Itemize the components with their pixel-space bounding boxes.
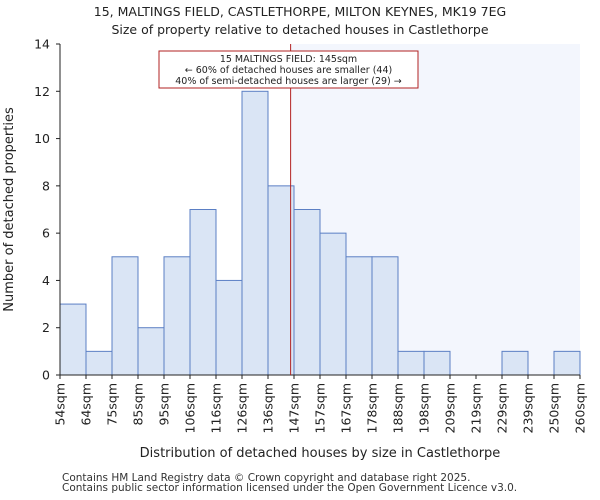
annotation-line-3: 40% of semi-detached houses are larger (… [175, 76, 402, 87]
x-tick-label: 239sqm [521, 383, 536, 433]
y-tick-label: 12 [34, 84, 50, 99]
bar-75sqm [111, 256, 139, 376]
x-tick-label: 116sqm [209, 383, 224, 433]
x-axis: 54sqm 64sqm 75sqm 85sqm 95sqm 106sqm 116sqm 126… [53, 374, 588, 433]
x-tick-label: 188sqm [391, 383, 406, 433]
bar-198sqm [423, 350, 451, 376]
y-tick-label: 14 [34, 37, 50, 52]
x-tick-label: 198sqm [417, 383, 432, 433]
x-axis-label: Distribution of detached houses by size … [140, 446, 501, 461]
bar-106sqm [189, 209, 217, 376]
bar-188sqm [397, 350, 425, 376]
x-tick-label: 260sqm [573, 383, 588, 433]
x-tick-label: 219sqm [469, 383, 484, 433]
x-tick-label: 75sqm [105, 383, 120, 426]
bar-64sqm [85, 350, 113, 376]
x-tick-label: 209sqm [443, 383, 458, 433]
annotation-line-2: ← 60% of detached houses are smaller (44… [185, 65, 392, 76]
bar-178sqm [371, 256, 399, 376]
x-tick-label: 147sqm [287, 383, 302, 433]
footer: Contains HM Land Registry data © Crown c… [62, 472, 518, 494]
x-tick-label: 54sqm [53, 383, 68, 426]
x-tick-label: 157sqm [313, 383, 328, 433]
x-tick-label: 167sqm [339, 383, 354, 433]
x-tick-label: 106sqm [183, 383, 198, 433]
x-tick-label: 95sqm [157, 383, 172, 426]
chart-title: 15, MALTINGS FIELD, CASTLETHORPE, MILTON… [93, 4, 507, 19]
bar-126sqm [241, 90, 269, 376]
bar-95sqm [163, 256, 191, 376]
y-tick-label: 6 [42, 226, 50, 241]
x-tick-label: 229sqm [495, 383, 510, 433]
chart-subtitle: Size of property relative to detached ho… [111, 22, 489, 37]
bar-250sqm [553, 350, 581, 376]
x-tick-label: 126sqm [235, 383, 250, 433]
bar-147sqm [293, 209, 321, 376]
annotation-line-1: 15 MALTINGS FIELD: 145sqm [220, 54, 357, 65]
bars-group [59, 90, 581, 376]
y-tick-label: 0 [42, 368, 50, 383]
y-tick-label: 2 [42, 320, 50, 335]
x-tick-label: 178sqm [365, 383, 380, 433]
y-axis: 0 2 4 6 8 10 12 14 [34, 37, 61, 383]
x-tick-label: 136sqm [261, 383, 276, 433]
bar-54sqm [59, 303, 87, 376]
y-tick-label: 10 [34, 131, 50, 146]
x-tick-label: 64sqm [79, 383, 94, 426]
y-axis-label: Number of detached properties [2, 107, 17, 312]
bar-136sqm [267, 185, 295, 376]
bar-167sqm [345, 256, 373, 376]
footer-line-1: Contains HM Land Registry data © Crown c… [62, 472, 471, 484]
footer-line-2: Contains public sector information licen… [62, 482, 518, 494]
y-tick-label: 8 [42, 178, 50, 193]
annotation-box: 15 MALTINGS FIELD: 145sqm ← 60% of detac… [158, 50, 419, 89]
bar-157sqm [319, 232, 347, 376]
chart-title-block: 15, MALTINGS FIELD, CASTLETHORPE, MILTON… [0, 3, 600, 39]
bar-116sqm [215, 279, 243, 376]
x-tick-label: 85sqm [131, 383, 146, 426]
y-tick-label: 4 [42, 273, 50, 288]
bar-229sqm [501, 350, 529, 376]
bar-85sqm [137, 327, 165, 376]
x-tick-label: 250sqm [547, 383, 562, 433]
